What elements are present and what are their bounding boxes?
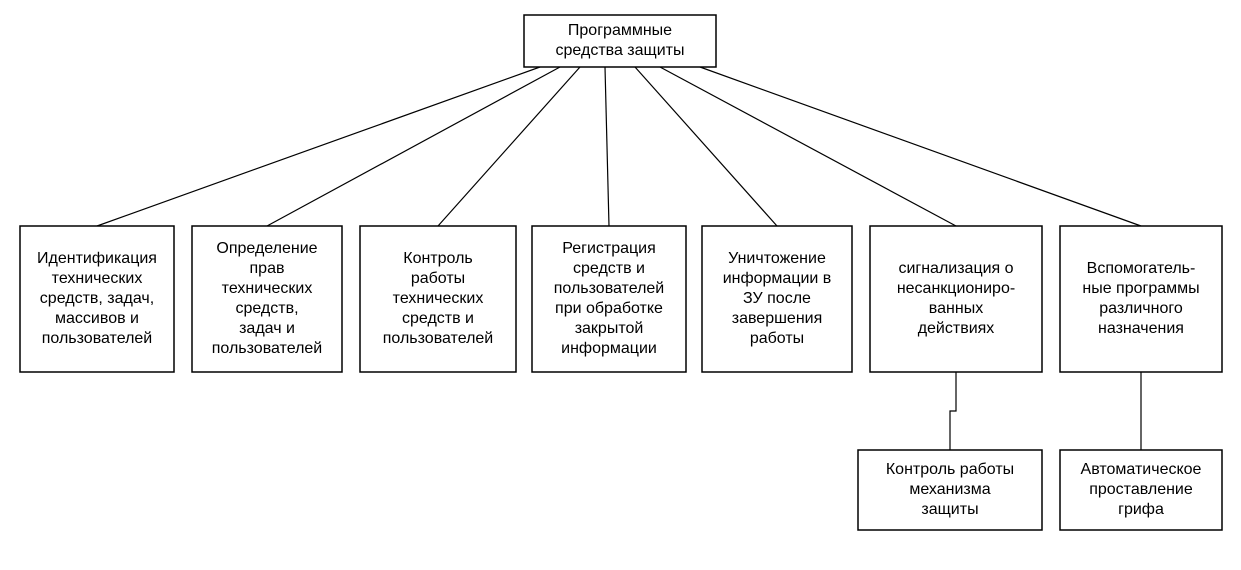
node-c3-label: технических	[393, 290, 484, 307]
node-c6-label: ванных	[929, 300, 983, 317]
node-c4-label: Регистрация	[562, 240, 656, 257]
node-c5-label: ЗУ после	[743, 290, 811, 307]
node-g1: Контроль работы механизма защиты	[858, 450, 1042, 530]
node-c4-label: при обработке	[555, 300, 663, 317]
node-c5: Уничтожение информации в ЗУ после завершени…	[702, 226, 852, 372]
node-root-label: Программные	[568, 22, 672, 39]
node-c4-label: средств и	[573, 260, 645, 277]
edge-c6-g1	[950, 372, 956, 450]
node-c5-label: информации в	[723, 270, 832, 287]
node-c7-box	[1060, 226, 1222, 372]
node-c7-label: различного	[1099, 300, 1183, 317]
node-c4-label: закрытой	[575, 320, 644, 337]
node-c3-label: пользователей	[383, 330, 494, 347]
node-c5-label: работы	[750, 330, 804, 347]
node-c2-label: средств,	[235, 300, 298, 317]
node-c6-label: несанкциониро-	[897, 280, 1015, 297]
node-g2-label: проставление	[1089, 481, 1193, 498]
node-c1-label: Идентификация	[37, 250, 157, 267]
node-c7-label: ные программы	[1082, 280, 1199, 297]
node-c1-label: пользователей	[42, 330, 153, 347]
node-c4-label: пользователей	[554, 280, 665, 297]
node-c2-label: технических	[222, 280, 313, 297]
edge-root-c6	[660, 67, 956, 226]
node-c3-label: Контроль	[403, 250, 473, 267]
node-c6: сигнализация о несанкциониро-ванных действ…	[870, 226, 1042, 372]
node-c3: Контроль работы технических средств и пользо…	[360, 226, 516, 372]
node-g2: Автоматическое проставление грифа	[1060, 450, 1222, 530]
node-c2-label: прав	[250, 260, 285, 277]
node-g2-label: грифа	[1118, 501, 1164, 518]
node-c4: Регистрация средств и пользователей при обр…	[532, 226, 686, 372]
edge-root-c3	[438, 67, 580, 226]
node-c6-label: сигнализация о	[898, 260, 1013, 277]
node-c3-label: средств и	[402, 310, 474, 327]
node-c1-label: массивов и	[55, 310, 139, 327]
node-g2-label: Автоматическое	[1081, 461, 1202, 478]
tree-diagram: Программные средства защиты Идентификация т…	[0, 0, 1241, 570]
node-c2: Определение прав технических средств, задач …	[192, 226, 342, 372]
edge-root-c1	[97, 67, 540, 226]
node-c1-label: технических	[52, 270, 143, 287]
node-g1-label: механизма	[909, 481, 990, 498]
node-c3-label: работы	[411, 270, 465, 287]
node-c7-label: назначения	[1098, 320, 1184, 337]
node-c6-label: действиях	[918, 320, 995, 337]
node-c2-label: Определение	[216, 240, 317, 257]
node-root: Программные средства защиты	[524, 15, 716, 67]
edge-root-c7	[700, 67, 1141, 226]
node-c6-box	[870, 226, 1042, 372]
node-root-label: средства защиты	[556, 42, 685, 59]
node-c7: Вспомогатель-ные программы различного назн…	[1060, 226, 1222, 372]
node-c2-label: задач и	[239, 320, 295, 337]
edge-root-c2	[267, 67, 560, 226]
node-g1-label: защиты	[921, 501, 978, 518]
node-c4-label: информации	[561, 340, 657, 357]
edge-root-c4	[605, 67, 609, 226]
node-c1-label: средств, задач,	[40, 290, 154, 307]
node-g1-label: Контроль работы	[886, 461, 1014, 478]
node-c5-label: завершения	[732, 310, 823, 327]
node-c2-label: пользователей	[212, 340, 323, 357]
node-c1: Идентификация технических средств, задач, м…	[20, 226, 174, 372]
node-c5-label: Уничтожение	[728, 250, 826, 267]
edge-root-c5	[635, 67, 777, 226]
node-c7-label: Вспомогатель-	[1087, 260, 1196, 277]
